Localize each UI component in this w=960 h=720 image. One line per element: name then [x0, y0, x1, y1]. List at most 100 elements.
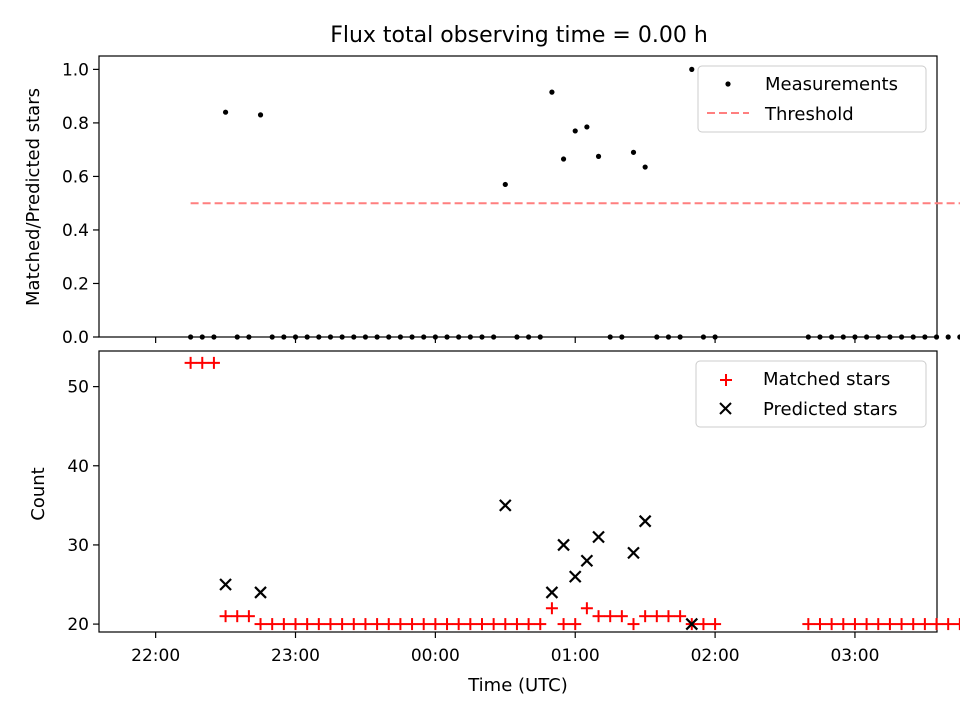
matched-star-point [813, 618, 826, 631]
matched-star-point [219, 610, 232, 623]
matched-star-point [662, 610, 675, 623]
matched-star-point [429, 618, 442, 631]
matched-star-point [475, 618, 488, 631]
x-tick-label: 02:00 [691, 646, 740, 666]
matched-star-point [499, 618, 512, 631]
measurement-point [584, 124, 590, 130]
matched-star-point [382, 618, 395, 631]
measurement-point [234, 334, 240, 340]
measurement-point [339, 334, 345, 340]
measurement-point [222, 109, 229, 115]
matched-star-point [266, 618, 279, 631]
predicted-star-point [499, 499, 512, 512]
predicted-star-point [545, 586, 559, 599]
measurement-point [491, 334, 497, 340]
predicted-star-point [557, 538, 570, 552]
top-legend-box [697, 65, 927, 133]
measurement-point [526, 334, 532, 340]
predicted-star-point [685, 617, 699, 631]
measurement-point [421, 334, 427, 340]
predicted-star-point [580, 554, 594, 568]
matched-star-point [848, 618, 861, 631]
measurement-point [351, 334, 357, 340]
measurement-point [560, 156, 567, 162]
matched-star-point [312, 618, 325, 631]
legend-matched-label: Matched stars [763, 369, 890, 390]
measurement-point [199, 334, 205, 340]
matched-star-point [709, 618, 722, 631]
predicted-star-point [592, 530, 605, 544]
matched-star-point [487, 618, 500, 631]
measurement-point [619, 334, 625, 340]
matched-star-point [883, 618, 896, 631]
measurement-point [945, 334, 951, 340]
matched-star-point [184, 356, 197, 369]
measurement-point [537, 334, 543, 340]
measurement-point [607, 334, 613, 340]
measurement-point [444, 334, 450, 340]
matched-star-point [417, 618, 430, 631]
measurement-point [840, 334, 846, 340]
matched-star-point [406, 618, 419, 631]
predicted-star-point [254, 586, 267, 599]
matched-star-point [697, 618, 710, 631]
measurement-point [852, 334, 858, 340]
bottom-y-tick-label: 30 [67, 536, 89, 556]
measurement-point [304, 334, 310, 340]
top-legend: Measurements Threshold [697, 65, 927, 133]
measurement-point [817, 334, 823, 340]
matched-star-point [802, 618, 815, 631]
matched-star-point [441, 618, 454, 631]
measurement-point [887, 334, 893, 340]
measurement-point [432, 334, 438, 340]
measurement-point [933, 334, 940, 340]
measurement-point [595, 153, 602, 159]
matched-star-point [860, 618, 873, 631]
measurement-point [805, 334, 811, 340]
measurement-point [362, 334, 369, 340]
top-y-tick-label: 0.6 [62, 167, 89, 187]
matched-star-point [289, 618, 302, 631]
matched-star-point [324, 618, 337, 631]
measurement-point [514, 334, 520, 340]
measurement-point [957, 334, 960, 340]
matched-star-point [615, 610, 628, 623]
matched-star-point [207, 356, 220, 369]
measurement-point [269, 334, 275, 340]
top-y-tick-label: 0.4 [62, 221, 89, 241]
matched-star-point [569, 618, 582, 631]
matched-star-point [196, 356, 209, 369]
measurement-point [456, 334, 462, 340]
matched-star-point [242, 610, 255, 623]
measurement-point [572, 128, 578, 134]
measurement-point [386, 334, 392, 340]
matched-star-point [895, 618, 908, 631]
bottom-y-tick-label: 20 [67, 615, 89, 635]
bottom-plot-frame [98, 350, 938, 633]
measurement-point [549, 89, 555, 95]
measurement-point [479, 334, 485, 340]
legend-predicted-label: Predicted stars [763, 399, 897, 420]
bottom-legend: Matched stars Predicted stars [695, 360, 927, 428]
matched-star-point [918, 618, 931, 631]
top-y-axis-label: Matched/Predicted stars [23, 88, 44, 306]
matched-star-point [639, 610, 652, 623]
matched-star-point [452, 618, 465, 631]
matched-star-point [930, 618, 943, 631]
matched-star-point [301, 618, 314, 631]
x-tick-label: 22:00 [131, 646, 180, 666]
measurement-point [712, 334, 718, 340]
matched-star-point [510, 618, 523, 631]
measurement-point [910, 334, 916, 340]
legend-threshold-label: Threshold [764, 104, 854, 125]
matched-star-point [942, 618, 955, 631]
matched-star-point [464, 618, 477, 631]
measurement-point [374, 334, 380, 340]
measurement-point [409, 334, 415, 340]
measurement-point [898, 334, 905, 340]
bottom-y-tick-label: 40 [67, 457, 89, 477]
legend-measurements-label: Measurements [765, 74, 898, 95]
measurement-point [864, 334, 870, 340]
matched-star-point [277, 618, 290, 631]
matched-star-point [604, 610, 617, 623]
